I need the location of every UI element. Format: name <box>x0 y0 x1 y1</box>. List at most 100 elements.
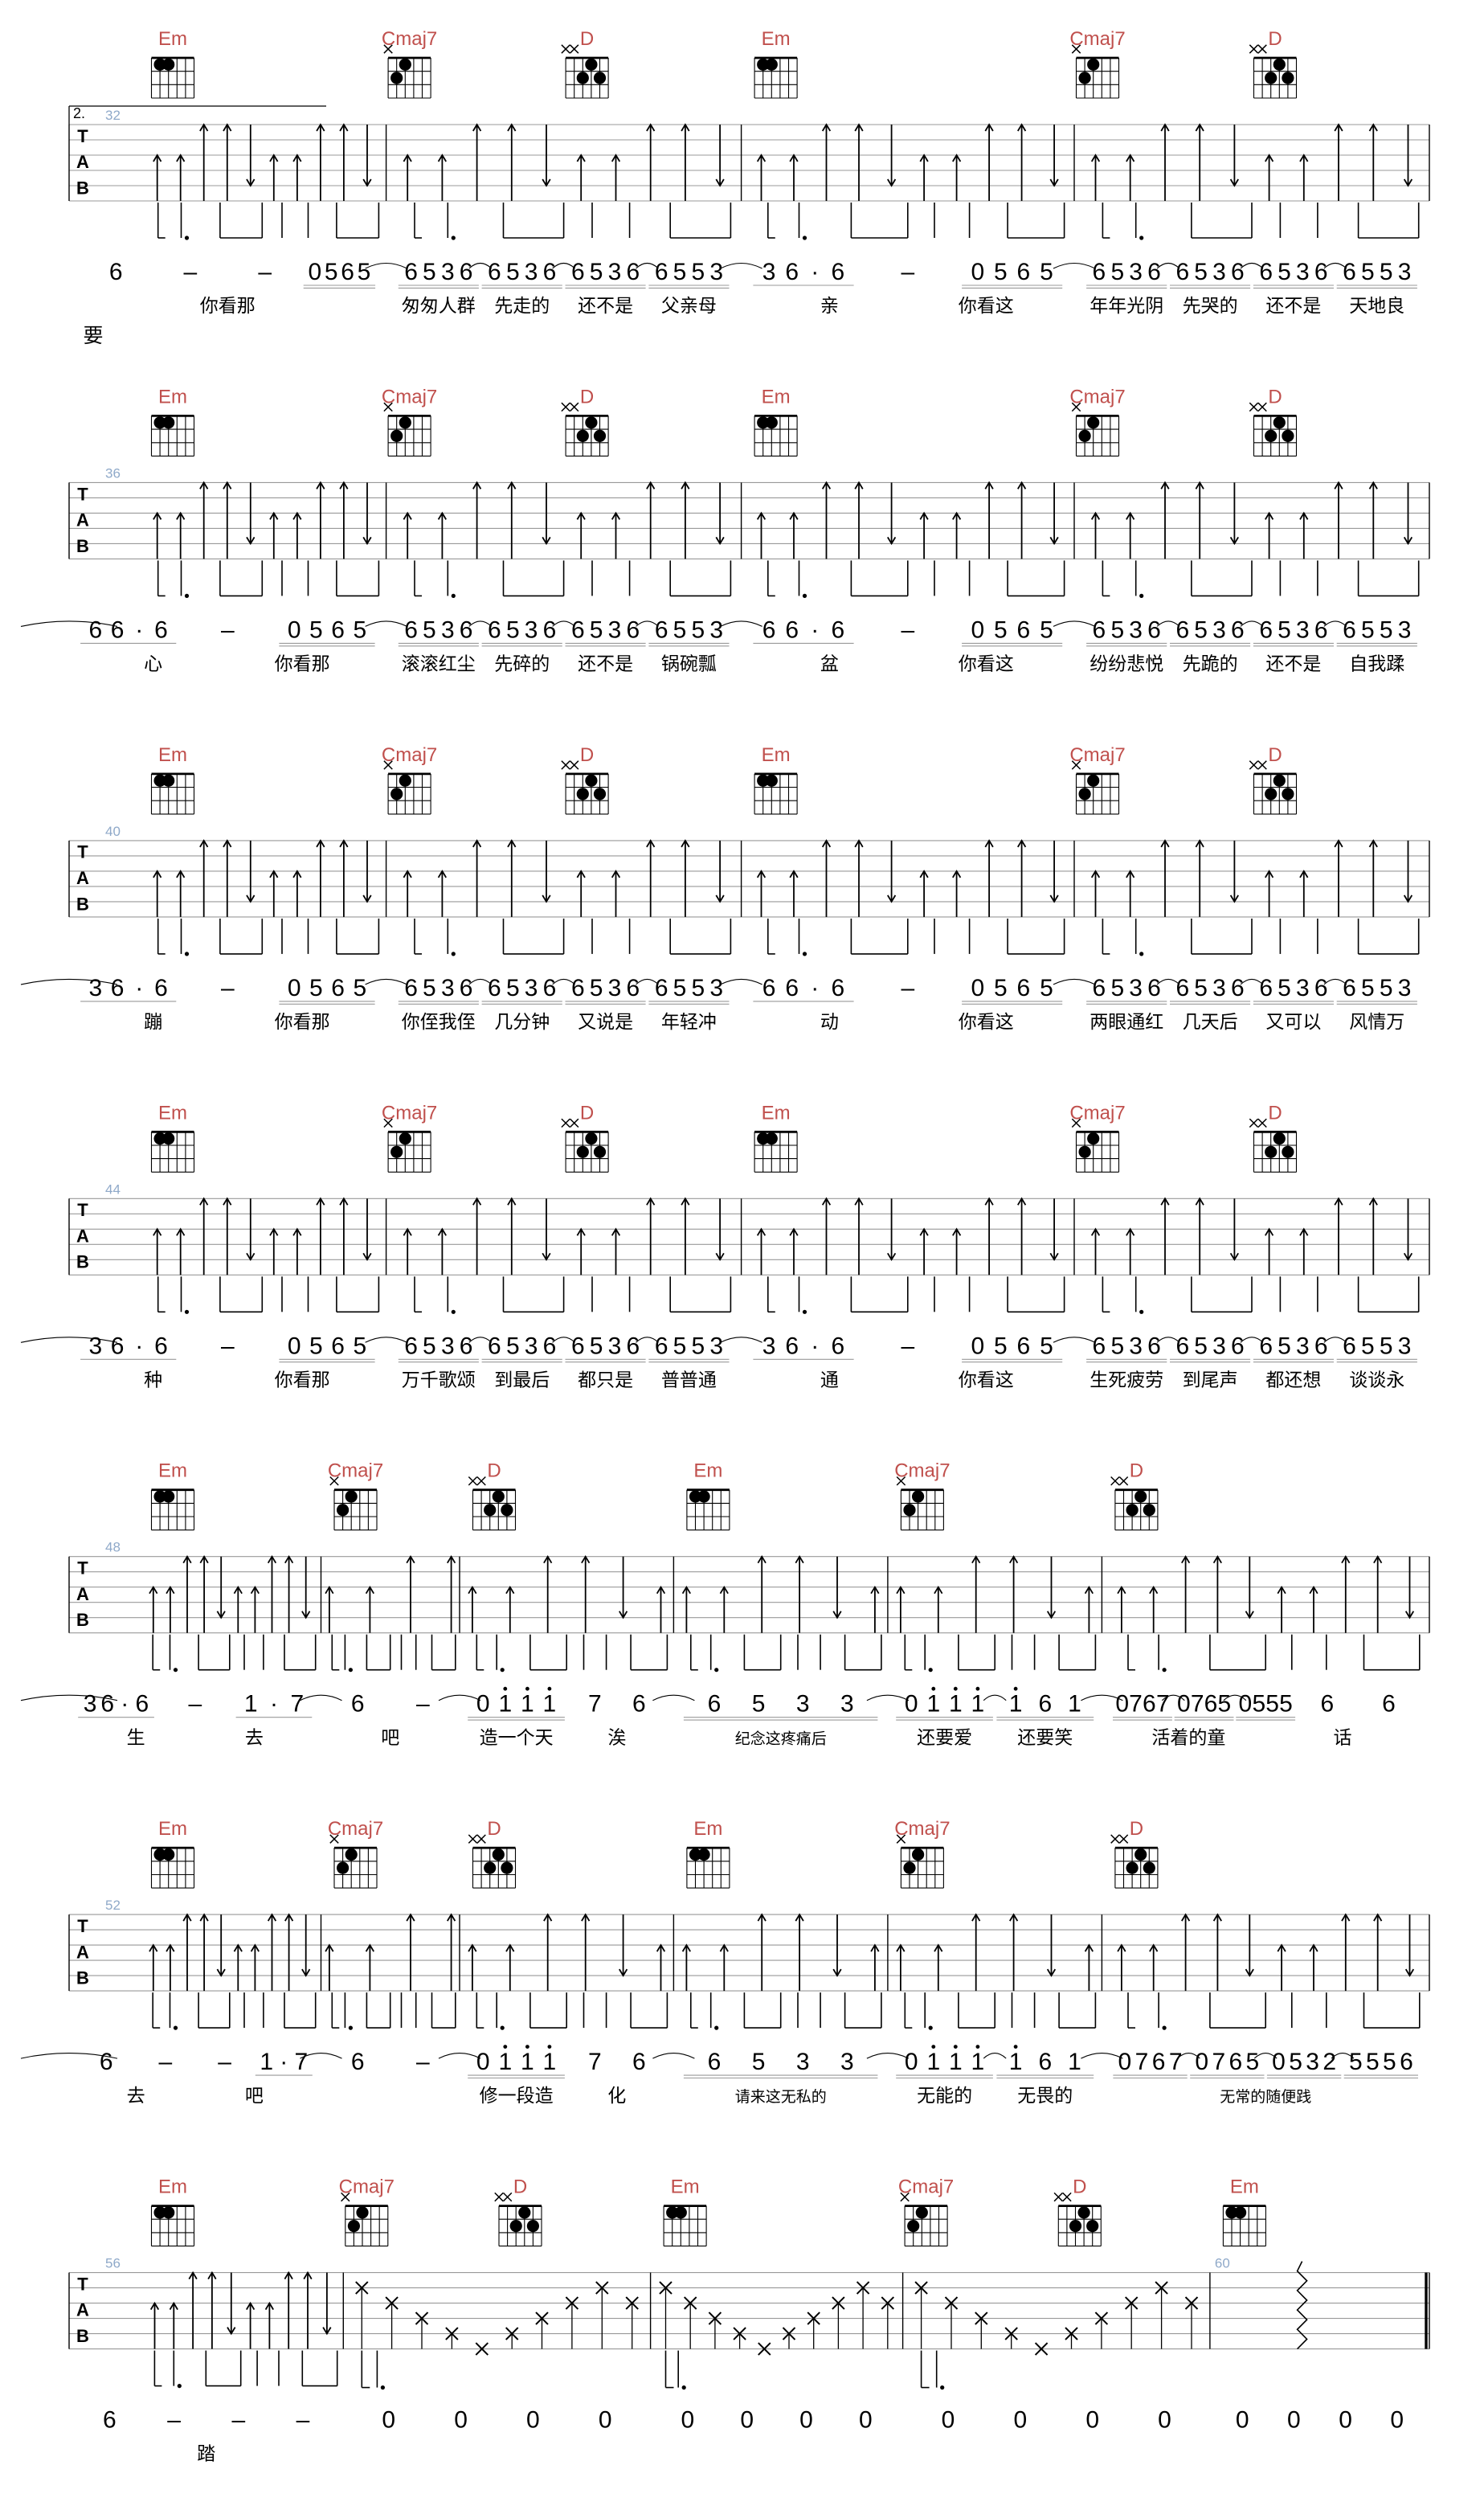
svg-text:你侄我侄: 你侄我侄 <box>402 1011 476 1032</box>
svg-text:5: 5 <box>309 616 323 643</box>
svg-text:5: 5 <box>590 259 603 285</box>
svg-text:·: · <box>280 2049 288 2075</box>
svg-text:60: 60 <box>1215 2256 1230 2271</box>
svg-text:6: 6 <box>1343 616 1356 643</box>
svg-text:1: 1 <box>244 1691 258 1718</box>
svg-text:几分钟: 几分钟 <box>494 1011 550 1032</box>
svg-text:5: 5 <box>1040 975 1053 1001</box>
svg-text:3: 3 <box>709 1333 723 1359</box>
svg-text:52: 52 <box>105 1898 121 1913</box>
svg-text:D: D <box>1268 386 1282 407</box>
svg-text:6: 6 <box>331 616 345 643</box>
svg-text:6: 6 <box>762 975 776 1001</box>
svg-text:又可以: 又可以 <box>1265 1011 1321 1032</box>
svg-text:通: 通 <box>820 1369 839 1390</box>
svg-text:修一段造: 修一段造 <box>480 2085 554 2106</box>
svg-text:D: D <box>1130 1818 1143 1840</box>
svg-text:5: 5 <box>1279 1691 1293 1718</box>
svg-text:6: 6 <box>626 616 640 643</box>
svg-text:0: 0 <box>1272 2049 1286 2075</box>
svg-text:0: 0 <box>1085 2407 1099 2434</box>
svg-text:5: 5 <box>1194 259 1208 285</box>
svg-text:A: A <box>76 1942 89 1962</box>
svg-text:0: 0 <box>971 259 984 285</box>
svg-text:5: 5 <box>692 616 705 643</box>
svg-text:匆匆人群: 匆匆人群 <box>402 295 476 316</box>
svg-text:3: 3 <box>1398 259 1412 285</box>
svg-text:6: 6 <box>831 616 844 643</box>
svg-text:1: 1 <box>971 1691 985 1718</box>
svg-text:D: D <box>513 2176 527 2198</box>
svg-text:6: 6 <box>331 1333 345 1359</box>
svg-text:6: 6 <box>785 259 799 285</box>
svg-text:5: 5 <box>1349 2049 1363 2075</box>
svg-text:5: 5 <box>1246 2049 1260 2075</box>
svg-text:3: 3 <box>1129 616 1143 643</box>
svg-text:Em: Em <box>671 2176 700 2198</box>
svg-text:3: 3 <box>840 2049 854 2075</box>
svg-text:0: 0 <box>1239 1691 1253 1718</box>
svg-text:5: 5 <box>423 616 436 643</box>
svg-text:Em: Em <box>693 1818 722 1840</box>
svg-text:到最后: 到最后 <box>494 1369 550 1390</box>
svg-text:6: 6 <box>1400 2049 1413 2075</box>
svg-text:普普通: 普普通 <box>661 1369 717 1390</box>
svg-text:你看这: 你看这 <box>959 1369 1014 1390</box>
svg-text:3: 3 <box>525 616 538 643</box>
svg-text:活着的童: 活着的童 <box>1151 1727 1225 1748</box>
svg-text:6: 6 <box>1320 1691 1334 1718</box>
svg-text:0: 0 <box>1195 2049 1208 2075</box>
svg-text:3: 3 <box>1398 1333 1412 1359</box>
svg-text:5: 5 <box>1040 616 1053 643</box>
svg-text:–: – <box>416 2049 430 2075</box>
svg-text:Em: Em <box>158 1818 187 1840</box>
svg-text:B: B <box>76 536 89 556</box>
svg-text:Em: Em <box>158 386 187 407</box>
svg-text:T: T <box>77 1916 88 1936</box>
svg-text:2: 2 <box>1323 2049 1336 2075</box>
svg-text:6: 6 <box>111 1333 125 1359</box>
svg-text:6: 6 <box>1143 1691 1156 1718</box>
svg-text:D: D <box>580 386 594 407</box>
svg-text:6: 6 <box>351 2049 365 2075</box>
svg-text:0: 0 <box>382 2407 395 2434</box>
svg-text:A: A <box>76 510 89 530</box>
svg-text:6: 6 <box>351 1691 365 1718</box>
svg-text:Em: Em <box>1230 2176 1259 2198</box>
svg-text:6: 6 <box>154 616 168 643</box>
svg-text:Em: Em <box>693 1460 722 1482</box>
svg-text:1: 1 <box>926 2049 940 2075</box>
svg-text:6: 6 <box>1017 1333 1031 1359</box>
svg-text:7: 7 <box>1191 1691 1204 1718</box>
svg-text:5: 5 <box>692 1333 705 1359</box>
svg-text:6: 6 <box>111 975 125 1001</box>
svg-text:6: 6 <box>785 975 799 1001</box>
svg-text:1: 1 <box>949 1691 963 1718</box>
svg-text:T: T <box>77 842 88 862</box>
svg-text:5: 5 <box>1278 616 1291 643</box>
svg-text:–: – <box>167 2407 181 2434</box>
svg-text:A: A <box>76 1584 89 1604</box>
svg-text:36: 36 <box>105 465 121 481</box>
svg-text:·: · <box>135 975 143 1001</box>
svg-text:都还想: 都还想 <box>1265 1369 1321 1390</box>
svg-text:Em: Em <box>762 386 791 407</box>
svg-text:3: 3 <box>709 259 723 285</box>
svg-text:3: 3 <box>840 1691 854 1718</box>
svg-text:0: 0 <box>288 1333 301 1359</box>
svg-text:先走的: 先走的 <box>494 295 550 316</box>
svg-text:都只是: 都只是 <box>578 1369 633 1390</box>
svg-text:6: 6 <box>1231 616 1245 643</box>
svg-text:纷纷悲悦: 纷纷悲悦 <box>1089 653 1163 674</box>
svg-text:6: 6 <box>1343 1333 1356 1359</box>
svg-text:5: 5 <box>506 975 520 1001</box>
svg-text:谈谈永: 谈谈永 <box>1349 1369 1404 1390</box>
svg-text:–: – <box>159 2049 173 2075</box>
svg-text:6: 6 <box>1147 616 1161 643</box>
svg-text:你看那: 你看那 <box>275 653 330 674</box>
svg-text:6: 6 <box>460 616 473 643</box>
svg-text:5: 5 <box>423 259 436 285</box>
svg-text:无畏的: 无畏的 <box>1017 2085 1073 2106</box>
svg-text:6: 6 <box>1229 2049 1243 2075</box>
svg-text:3: 3 <box>525 975 538 1001</box>
